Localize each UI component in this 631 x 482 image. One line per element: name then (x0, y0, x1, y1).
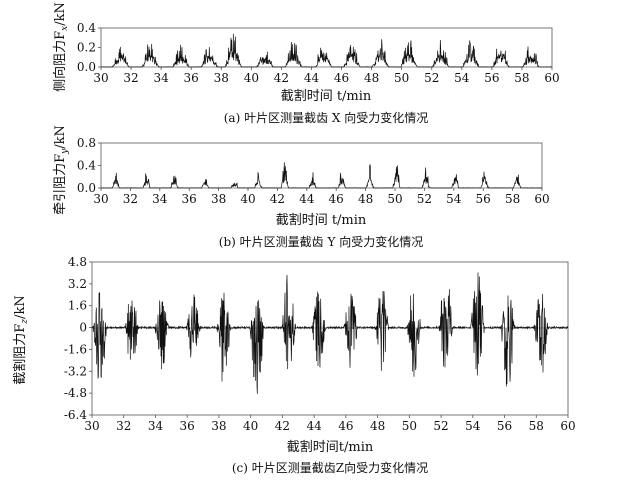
x-tick-label: 30 (84, 419, 99, 433)
panel-c-y-ticks: 4.8 3.2 1.6 0 -1.6 -3.2 -4.8 -6.4 (64, 255, 92, 422)
x-tick-label: 36 (180, 419, 195, 433)
x-tick-label: 50 (402, 419, 417, 433)
x-tick-label: 52 (424, 71, 439, 85)
x-tick-label: 52 (417, 192, 432, 206)
panel-b-x-axis-label: 截割时间 t/min (276, 212, 367, 228)
series-trace (100, 162, 543, 189)
y-tick-label: 3.2 (68, 277, 87, 291)
y-tick-label: 0.2 (77, 41, 96, 55)
panel-c-series (91, 272, 569, 394)
x-tick-label: 38 (211, 419, 226, 433)
panel-b-caption: (b) 叶片区测量截齿 Y 向受力变化情况 (219, 234, 423, 249)
panel-a-plot-frame (100, 27, 553, 68)
x-tick-label: 42 (270, 192, 285, 206)
x-tick-label: 60 (544, 71, 559, 85)
x-tick-label: 32 (123, 192, 138, 206)
x-tick-label: 36 (182, 192, 197, 206)
panel-c-y-axis-label: 截割阻力Fz/kN (12, 295, 30, 384)
x-tick-label: 50 (394, 71, 409, 85)
x-tick-label: 44 (304, 71, 320, 85)
panel-b-x-ticks: 30 32 34 36 38 40 42 44 46 48 50 52 54 56 58 60 (93, 188, 550, 206)
x-tick-label: 46 (329, 192, 344, 206)
panel-a: 0.0 0.2 0.4 30 32 34 36 38 40 42 44 46 48 50 52 54 56 58… (52, 2, 560, 125)
x-tick-label: 40 (244, 71, 259, 85)
panel-c-x-axis-label: 截割时间t/min (287, 439, 374, 455)
x-tick-label: 34 (148, 419, 164, 433)
y-tick-label: 0.8 (77, 136, 96, 150)
panel-b: 0.0 0.4 0.8 30 32 34 36 38 40 42 44 46 48 50 52 54 56 58… (53, 125, 550, 249)
panel-b-plot-frame (100, 142, 543, 189)
y-tick-label: 0.0 (77, 60, 96, 74)
y-tick-label: -1.6 (64, 342, 87, 356)
panel-a-x-ticks: 30 32 34 36 38 40 42 44 46 48 50 52 54 56 58 60 (93, 67, 560, 85)
x-tick-label: 40 (240, 192, 255, 206)
x-tick-label: 56 (476, 192, 491, 206)
y-tick-label: -4.8 (64, 386, 87, 400)
y-tick-label: -3.2 (64, 364, 87, 378)
x-tick-label: 54 (446, 192, 462, 206)
y-tick-label: 0.0 (77, 181, 96, 195)
x-tick-label: 30 (93, 71, 108, 85)
x-tick-label: 30 (93, 192, 108, 206)
y-tick-label: 1.6 (68, 299, 87, 313)
panel-a-caption: (a) 叶片区测量截齿 X 向受力变化情况 (224, 110, 429, 125)
y-tick-label: 0.4 (77, 21, 96, 35)
x-tick-label: 48 (370, 419, 385, 433)
panel-c-caption: (c) 叶片区测量截齿Z向受力变化情况 (232, 460, 428, 475)
x-tick-label: 32 (123, 71, 138, 85)
panel-a-y-ticks: 0.0 0.2 0.4 (77, 21, 101, 74)
x-tick-label: 36 (184, 71, 199, 85)
y-tick-label: 0.4 (77, 159, 96, 173)
y-tick-label: 4.8 (68, 255, 87, 269)
panel-a-y-axis-label: 侧向阻力Fx/kN (52, 2, 70, 92)
panel-a-x-axis-label: 截割时间 t/min (281, 88, 372, 104)
x-tick-label: 58 (529, 419, 544, 433)
x-tick-label: 42 (275, 419, 290, 433)
x-tick-label: 48 (358, 192, 373, 206)
x-tick-label: 54 (465, 419, 481, 433)
x-tick-label: 34 (152, 192, 168, 206)
x-tick-label: 48 (364, 71, 379, 85)
x-tick-label: 58 (514, 71, 529, 85)
panel-a-series (100, 33, 553, 68)
x-tick-label: 38 (211, 192, 226, 206)
x-tick-label: 44 (299, 192, 315, 206)
panel-c: 4.8 3.2 1.6 0 -1.6 -3.2 -4.8 -6.4 30 32 34 36 38 40 4… (12, 255, 576, 475)
x-tick-label: 46 (334, 71, 349, 85)
y-tick-label: -6.4 (64, 408, 88, 422)
x-tick-label: 60 (534, 192, 549, 206)
panel-c-plot-frame (91, 261, 569, 416)
x-tick-label: 60 (560, 419, 575, 433)
panel-b-y-axis-label: 牵引阻力Fy/kN (53, 125, 70, 215)
x-tick-label: 56 (484, 71, 499, 85)
x-tick-label: 32 (116, 419, 131, 433)
x-tick-label: 54 (454, 71, 470, 85)
x-tick-label: 52 (433, 419, 448, 433)
x-tick-label: 40 (243, 419, 258, 433)
y-tick-label: 0 (79, 321, 87, 335)
x-tick-label: 44 (306, 419, 322, 433)
x-tick-label: 50 (387, 192, 402, 206)
series-trace (91, 272, 569, 394)
x-tick-label: 46 (338, 419, 353, 433)
series-trace (100, 33, 553, 68)
x-tick-label: 42 (274, 71, 289, 85)
panel-c-x-ticks: 30 32 34 36 38 40 42 44 46 48 50 52 54 56 58 60 (84, 415, 576, 433)
panel-b-series (100, 162, 543, 189)
x-tick-label: 38 (214, 71, 229, 85)
x-tick-label: 58 (505, 192, 520, 206)
x-tick-label: 56 (497, 419, 512, 433)
x-tick-label: 34 (153, 71, 169, 85)
panel-b-y-ticks: 0.0 0.4 0.8 (77, 136, 101, 195)
